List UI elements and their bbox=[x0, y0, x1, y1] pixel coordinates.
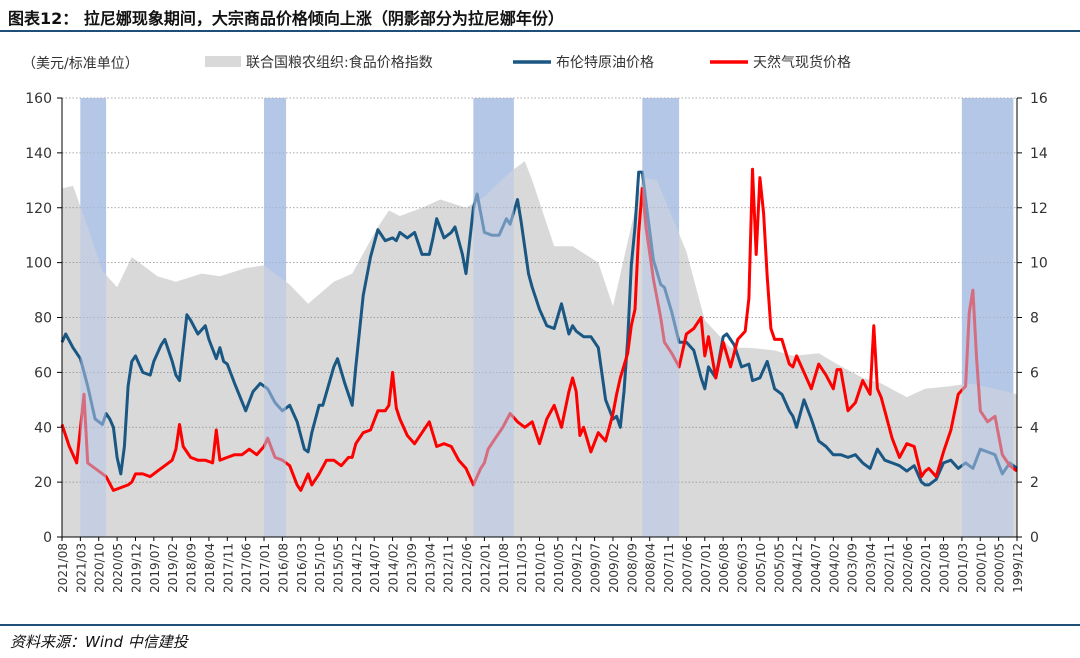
x-tick-label-37: 2006/03 bbox=[736, 543, 750, 593]
x-tick-label-5: 2019/07 bbox=[148, 543, 162, 593]
x-tick-label-6: 2019/02 bbox=[166, 543, 180, 593]
x-tick-label-44: 2003/04 bbox=[864, 543, 878, 593]
x-tick-label-20: 2013/04 bbox=[423, 543, 437, 593]
x-tick-label-41: 2004/07 bbox=[809, 543, 823, 593]
axes: 0 20 40 60 80 100 120 140 160 0 2 4 6 8 10 12 14 16 2021/0… bbox=[25, 91, 1048, 593]
x-tick-label-2: 2020/10 bbox=[93, 543, 107, 593]
title-divider bbox=[0, 30, 1080, 32]
series-gas-line bbox=[60, 167, 1018, 492]
series-brent-line bbox=[60, 170, 1018, 487]
series-lines-layer bbox=[60, 167, 1018, 492]
y-left-tick-label-1: 20 bbox=[34, 475, 52, 491]
x-tick-label-30: 2009/02 bbox=[607, 543, 621, 593]
x-tick-label-31: 2008/09 bbox=[625, 543, 639, 593]
footer-divider bbox=[0, 624, 1080, 626]
series-food-index-area bbox=[62, 161, 1017, 537]
y-right-tick-label-6: 12 bbox=[1030, 201, 1048, 217]
x-tick-label-18: 2014/02 bbox=[387, 543, 401, 593]
x-tick-label-28: 2009/12 bbox=[570, 543, 584, 593]
x-tick-label-25: 2011/03 bbox=[515, 543, 529, 593]
y-left-tick-label-2: 40 bbox=[34, 420, 52, 436]
y-left-tick-label-5: 100 bbox=[25, 256, 52, 272]
y-right-tick-label-3: 6 bbox=[1030, 365, 1039, 381]
x-tick-label-8: 2018/04 bbox=[203, 543, 217, 593]
x-tick-label-27: 2010/05 bbox=[552, 543, 566, 593]
x-tick-label-29: 2009/07 bbox=[589, 543, 603, 593]
legend-label-brent: 布伦特原油价格 bbox=[556, 55, 654, 71]
y-right-tick-label-7: 14 bbox=[1030, 146, 1048, 162]
x-tick-label-12: 2016/08 bbox=[276, 543, 290, 593]
y-right-tick-label-4: 8 bbox=[1030, 311, 1039, 327]
x-tick-label-26: 2010/10 bbox=[534, 543, 548, 593]
y-left-tick-label-7: 140 bbox=[25, 146, 52, 162]
x-tick-label-7: 2018/09 bbox=[185, 543, 199, 593]
source-note: 资料来源：Wind 中信建投 bbox=[10, 633, 188, 651]
y-right-tick-label-5: 10 bbox=[1030, 256, 1048, 272]
x-tick-label-45: 2002/11 bbox=[882, 543, 896, 593]
la-nina-overlay-4 bbox=[961, 98, 1014, 537]
x-tick-label-35: 2007/01 bbox=[699, 543, 713, 593]
x-tick-label-14: 2015/10 bbox=[313, 543, 327, 593]
y-left-tick-label-6: 120 bbox=[25, 201, 52, 217]
x-tick-label-49: 2001/03 bbox=[956, 543, 970, 593]
x-tick-label-38: 2005/10 bbox=[754, 543, 768, 593]
x-tick-label-17: 2014/07 bbox=[368, 543, 382, 593]
y-right-tick-label-8: 16 bbox=[1030, 91, 1048, 107]
x-tick-label-23: 2012/01 bbox=[478, 543, 492, 593]
x-tick-label-33: 2007/11 bbox=[662, 543, 676, 593]
x-tick-label-50: 2000/10 bbox=[974, 543, 988, 593]
x-tick-label-16: 2014/12 bbox=[350, 543, 364, 593]
x-tick-label-46: 2002/06 bbox=[901, 543, 915, 593]
x-tick-label-13: 2016/03 bbox=[295, 543, 309, 593]
x-tick-label-1: 2021/03 bbox=[74, 543, 88, 593]
x-tick-label-43: 2003/09 bbox=[846, 543, 860, 593]
unit-label: （美元/标准单位） bbox=[22, 56, 139, 72]
x-tick-label-47: 2002/01 bbox=[919, 543, 933, 593]
x-tick-label-22: 2012/06 bbox=[460, 543, 474, 593]
y-right-tick-label-1: 2 bbox=[1030, 475, 1039, 491]
x-tick-label-24: 2011/08 bbox=[497, 543, 511, 593]
la-nina-overlay-layer bbox=[80, 98, 1014, 537]
x-tick-label-40: 2004/12 bbox=[791, 543, 805, 593]
x-tick-label-19: 2013/09 bbox=[405, 543, 419, 593]
x-tick-label-52: 1999/12 bbox=[1011, 543, 1025, 593]
legend-swatch-food bbox=[205, 56, 241, 67]
x-tick-label-3: 2020/05 bbox=[111, 543, 125, 593]
x-tick-label-34: 2007/06 bbox=[680, 543, 694, 593]
figure-title: 图表12： 拉尼娜现象期间，大宗商品价格倾向上涨（阴影部分为拉尼娜年份） bbox=[8, 9, 564, 28]
x-tick-label-0: 2021/08 bbox=[56, 543, 70, 593]
x-tick-label-9: 2017/11 bbox=[221, 543, 235, 593]
legend-label-gas: 天然气现货价格 bbox=[753, 54, 851, 71]
la-nina-overlay-0 bbox=[80, 98, 107, 537]
x-tick-label-36: 2006/08 bbox=[717, 543, 731, 593]
y-right-tick-label-0: 0 bbox=[1030, 530, 1039, 546]
y-right-tick-label-2: 4 bbox=[1030, 420, 1039, 436]
gridlines bbox=[62, 97, 1017, 483]
y-left-tick-label-8: 160 bbox=[25, 91, 52, 107]
la-nina-overlay-3 bbox=[642, 98, 680, 537]
x-tick-label-4: 2019/12 bbox=[129, 543, 143, 593]
la-nina-overlay-2 bbox=[473, 98, 514, 537]
x-tick-label-51: 2000/05 bbox=[993, 543, 1007, 593]
y-left-tick-label-3: 60 bbox=[34, 365, 52, 381]
y-left-tick-label-4: 80 bbox=[34, 311, 52, 327]
x-tick-label-42: 2004/02 bbox=[827, 543, 841, 593]
legend: （美元/标准单位） 联合国粮农组织:食品价格指数 布伦特原油价格 天然气现货价格 bbox=[22, 54, 851, 72]
x-tick-label-48: 2001/08 bbox=[938, 543, 952, 593]
x-tick-label-10: 2017/06 bbox=[240, 543, 254, 593]
food-index-area-layer bbox=[62, 161, 1017, 537]
la-nina-overlay-1 bbox=[264, 98, 287, 537]
x-tick-label-39: 2005/05 bbox=[772, 543, 786, 593]
x-tick-label-15: 2015/05 bbox=[331, 543, 345, 593]
y-left-tick-label-0: 0 bbox=[43, 530, 52, 546]
x-tick-label-21: 2012/11 bbox=[442, 543, 456, 593]
legend-label-food: 联合国粮农组织:食品价格指数 bbox=[246, 54, 433, 71]
x-tick-label-11: 2017/01 bbox=[258, 543, 272, 593]
x-tick-label-32: 2008/04 bbox=[644, 543, 658, 593]
